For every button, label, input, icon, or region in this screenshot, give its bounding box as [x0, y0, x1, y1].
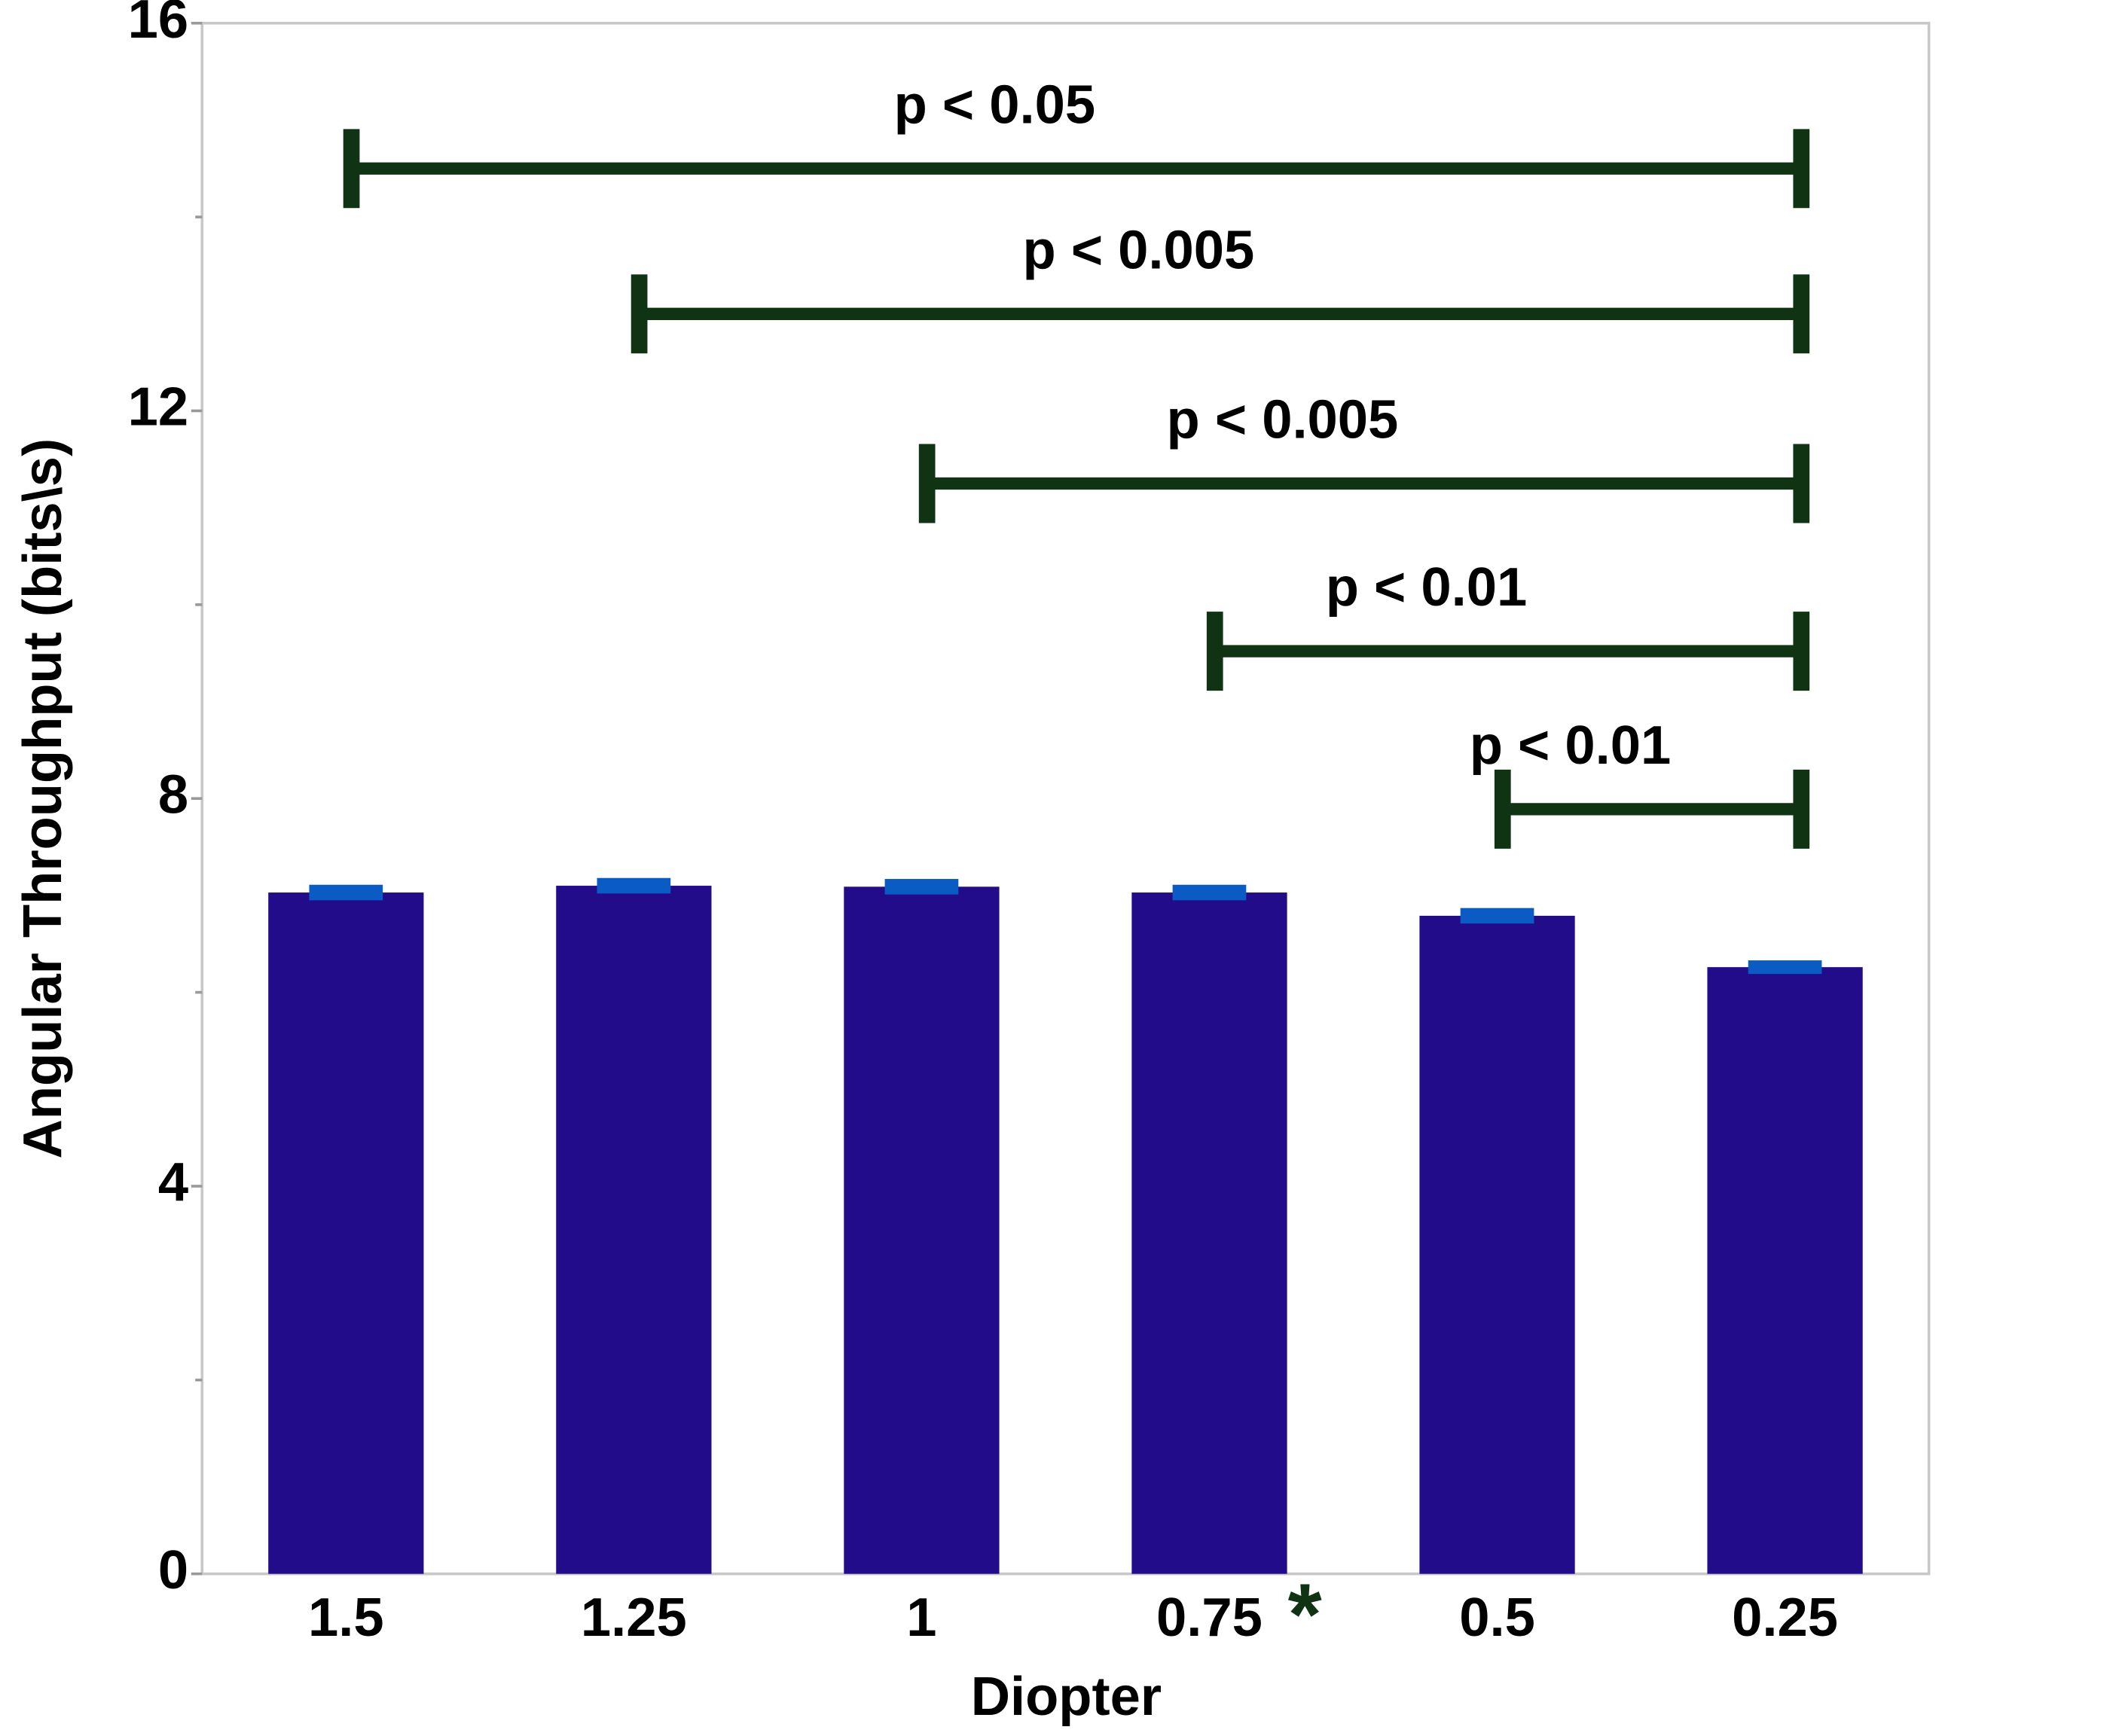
y-axis-label: Angular Throughput (bits\s) [12, 438, 73, 1159]
significance-asterisk: * [1288, 1566, 1322, 1664]
y-tick-label: 8 [158, 764, 188, 825]
y-tick-label: 4 [158, 1152, 188, 1213]
bracket-label: p < 0.01 [1326, 557, 1527, 618]
bracket-label: p < 0.01 [1470, 715, 1672, 776]
bracket-label: p < 0.005 [1023, 219, 1255, 280]
error-bar [1748, 960, 1822, 975]
bar [268, 892, 424, 1574]
bar [1419, 915, 1575, 1574]
x-tick-label: 0.5 [1459, 1587, 1535, 1648]
x-tick-label: 1.5 [308, 1587, 384, 1648]
bar [1131, 892, 1287, 1574]
bracket-label: p < 0.05 [894, 74, 1096, 135]
x-tick-label: 0.75 [1156, 1587, 1263, 1648]
bar [844, 886, 1000, 1574]
y-tick-label: 16 [128, 0, 188, 50]
y-tick-label: 0 [158, 1539, 188, 1600]
bar [1707, 967, 1863, 1574]
y-tick-label: 12 [128, 377, 188, 438]
error-bar [884, 879, 959, 895]
x-tick-label: 1 [906, 1587, 936, 1648]
x-axis-label: Diopter [971, 1666, 1162, 1727]
error-bar [1460, 908, 1534, 924]
bracket-label: p < 0.005 [1167, 389, 1399, 450]
bar [556, 886, 712, 1574]
error-bar [309, 884, 383, 901]
x-tick-label: 1.25 [581, 1587, 687, 1648]
x-tick-label: 0.25 [1732, 1587, 1838, 1648]
error-bar [1172, 884, 1247, 901]
error-bar [597, 877, 671, 894]
